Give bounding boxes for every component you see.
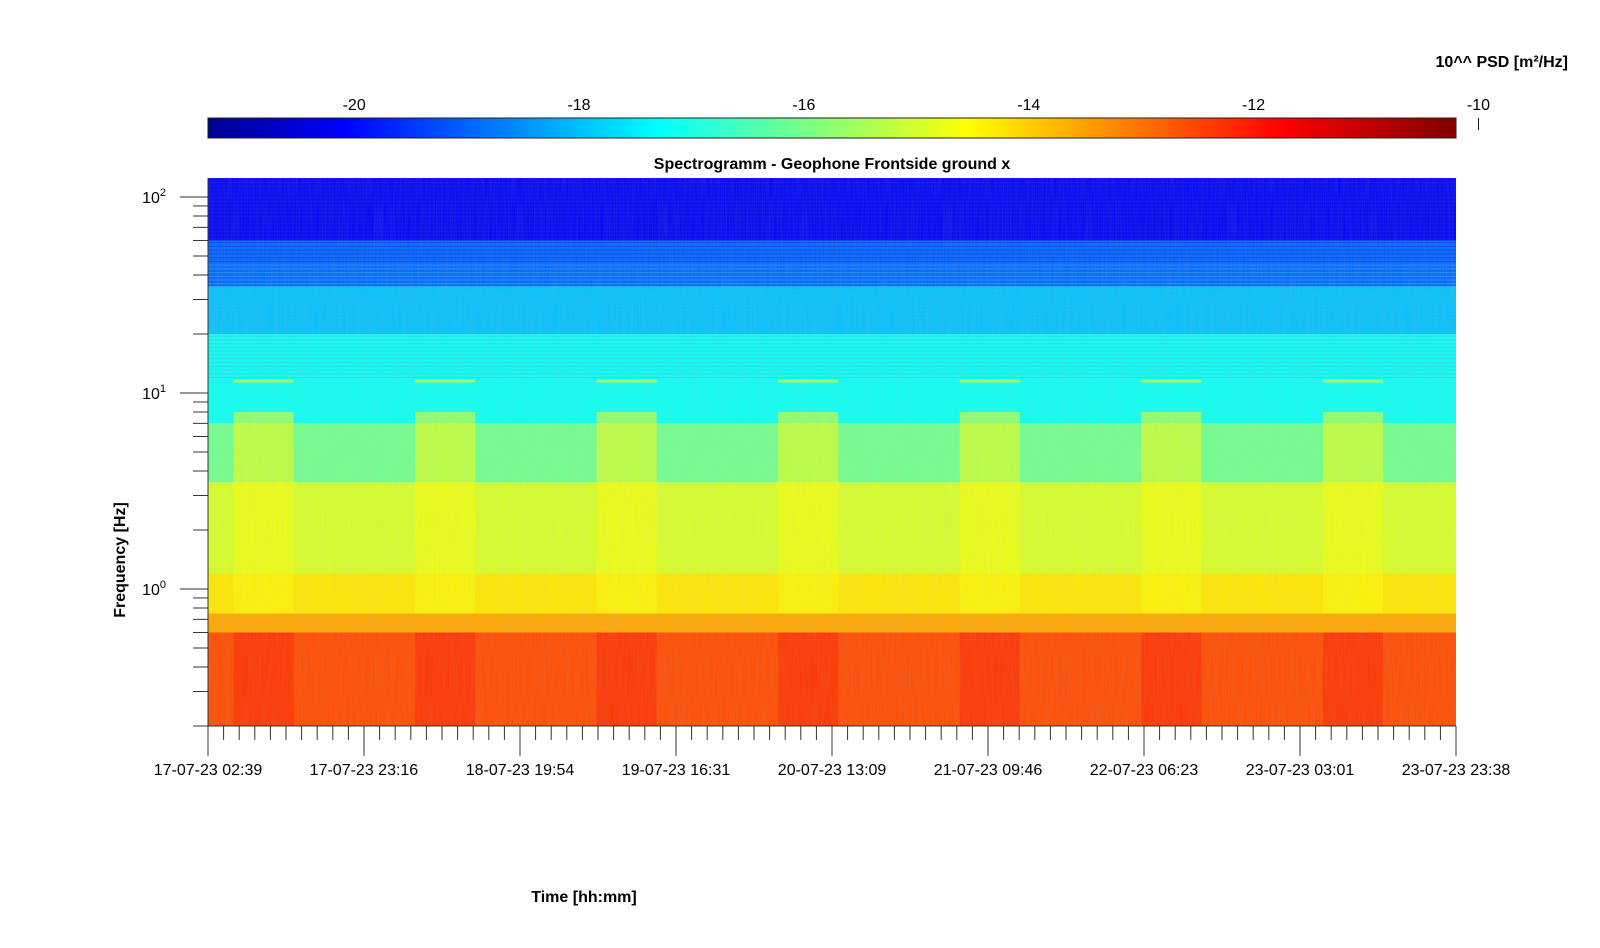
colorbar-tick-label: -16 xyxy=(792,97,815,114)
x-tick-label: 17-07-23 02:39 xyxy=(154,762,263,779)
y-tick-label: 102 xyxy=(142,187,166,207)
y-axis-ticks: 100 101 102 xyxy=(142,187,208,727)
y-tick-label: 100 xyxy=(142,579,166,599)
x-tick-label: 23-07-23 03:01 xyxy=(1246,762,1355,779)
x-tick-label: 20-07-23 13:09 xyxy=(778,762,887,779)
colorbar-tick-label: -12 xyxy=(1242,97,1265,114)
x-tick-label: 18-07-23 19:54 xyxy=(466,762,575,779)
x-tick-label: 19-07-23 16:31 xyxy=(622,762,731,779)
x-tick-label: 23-07-23 23:38 xyxy=(1402,762,1511,779)
colorbar xyxy=(207,117,1457,139)
x-axis-label: Time [hh:mm] xyxy=(531,889,636,906)
x-tick-label: 17-07-23 23:16 xyxy=(310,762,419,779)
colorbar-tick-label: -14 xyxy=(1017,97,1040,114)
colorbar-tick-label: -10 xyxy=(1467,97,1490,114)
colorbar-label: 10^^ PSD [m²/Hz] xyxy=(1436,54,1568,71)
chart-title: Spectrogramm - Geophone Frontside ground… xyxy=(654,156,1011,173)
spectrogram-plot-area xyxy=(208,178,1456,726)
colorbar-tick-label: -18 xyxy=(567,97,590,114)
x-tick-label: 21-07-23 09:46 xyxy=(934,762,1043,779)
x-tick-label: 22-07-23 06:23 xyxy=(1090,762,1199,779)
x-axis-ticks: 17-07-23 02:39 17-07-23 23:16 18-07-23 19:… xyxy=(154,726,1511,779)
y-tick-label: 101 xyxy=(142,383,166,403)
y-axis-label: Frequency [Hz] xyxy=(112,502,129,618)
colorbar-tick-label: -20 xyxy=(343,97,366,114)
